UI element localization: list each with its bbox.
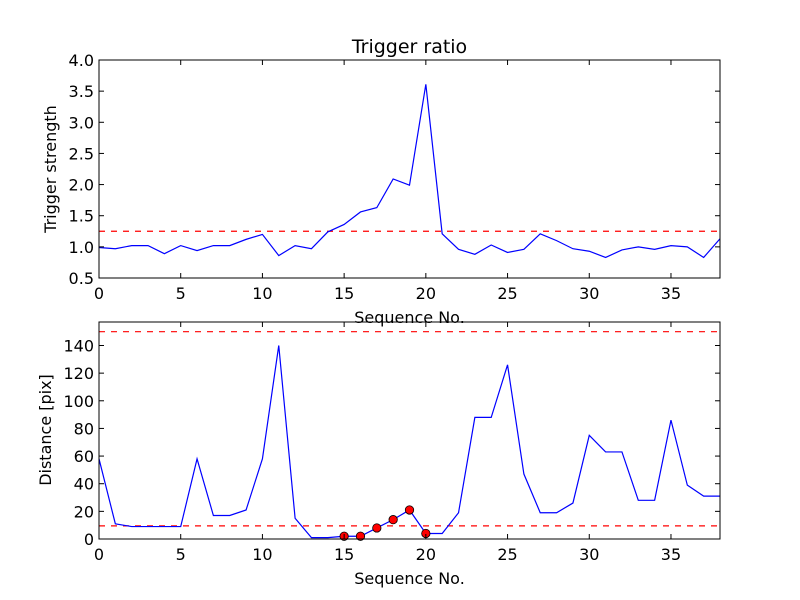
bottom-y-ticks: 0 20 40 60 80 100 120 140 <box>63 336 720 549</box>
bottom-y-tick-label: 100 <box>63 392 94 411</box>
bottom-x-tick-label: 0 <box>94 545 104 564</box>
bottom-x-tick-label: 25 <box>497 545 517 564</box>
top-plot-frame <box>98 59 721 279</box>
bottom-x-tick-label: 5 <box>176 545 186 564</box>
top-x-tick-label: 30 <box>579 284 599 303</box>
trigger-ratio-marks <box>98 84 721 259</box>
bottom-x-axis-label: Sequence No. <box>354 569 465 588</box>
top-x-tick-label: 25 <box>497 284 517 303</box>
bottom-data-point-marker <box>404 505 415 515</box>
bottom-y-tick-label: 140 <box>63 336 94 355</box>
bottom-x-tick-label: 20 <box>416 545 436 564</box>
bottom-x-tick-label: 35 <box>661 545 681 564</box>
top-x-tick-label: 5 <box>176 284 186 303</box>
bottom-x-tick-label: 10 <box>252 545 272 564</box>
top-y-tick-label: 3.0 <box>69 113 94 132</box>
top-x-ticks: 0 5 10 15 20 25 30 35 <box>94 60 681 303</box>
top-x-tick-label: 15 <box>334 284 354 303</box>
bottom-data-point-marker <box>372 523 382 533</box>
bottom-y-tick-label: 80 <box>74 419 94 438</box>
top-x-tick-label: 0 <box>94 284 104 303</box>
bottom-x-tick-label: 30 <box>579 545 599 564</box>
top-x-axis-label: Sequence No. <box>354 308 465 327</box>
top-y-ticks: 0.5 1.0 1.5 2.0 2.5 3.0 3.5 4.0 <box>69 51 720 288</box>
top-y-tick-label: 2.5 <box>69 144 94 163</box>
chart-title: Trigger ratio <box>351 36 467 58</box>
top-y-axis-label: Trigger strength <box>41 105 60 234</box>
bottom-data-point-marker <box>388 515 398 525</box>
bottom-x-ticks: 0 5 10 15 20 25 30 35 <box>94 322 681 564</box>
bottom-plot-frame <box>98 321 721 540</box>
top-x-tick-label: 35 <box>661 284 681 303</box>
top-y-tick-label: 1.5 <box>69 207 94 226</box>
top-x-tick-label: 20 <box>416 284 436 303</box>
bottom-y-tick-label: 120 <box>63 364 94 383</box>
top-y-tick-label: 4.0 <box>69 51 94 70</box>
bottom-y-tick-label: 0 <box>84 530 94 549</box>
distance-marks <box>98 331 720 541</box>
bottom-y-tick-label: 20 <box>74 502 94 521</box>
top-x-tick-label: 10 <box>252 284 272 303</box>
bottom-data-point-marker <box>355 531 366 541</box>
top-y-tick-label: 1.0 <box>69 238 94 257</box>
top-y-tick-label: 3.5 <box>69 82 94 101</box>
bottom-x-tick-label: 15 <box>334 545 354 564</box>
bottom-y-axis-label: Distance [pix] <box>36 374 55 486</box>
top-y-tick-label: 2.0 <box>69 176 94 195</box>
bottom-y-tick-label: 60 <box>74 447 94 466</box>
distance-subplot: 0 5 10 15 20 25 30 35 0 20 40 60 80 100 120 140 Sequen… <box>36 321 721 588</box>
top-series-line-0 <box>98 84 721 259</box>
bottom-y-tick-label: 40 <box>74 475 94 494</box>
top-y-tick-label: 0.5 <box>69 269 94 288</box>
